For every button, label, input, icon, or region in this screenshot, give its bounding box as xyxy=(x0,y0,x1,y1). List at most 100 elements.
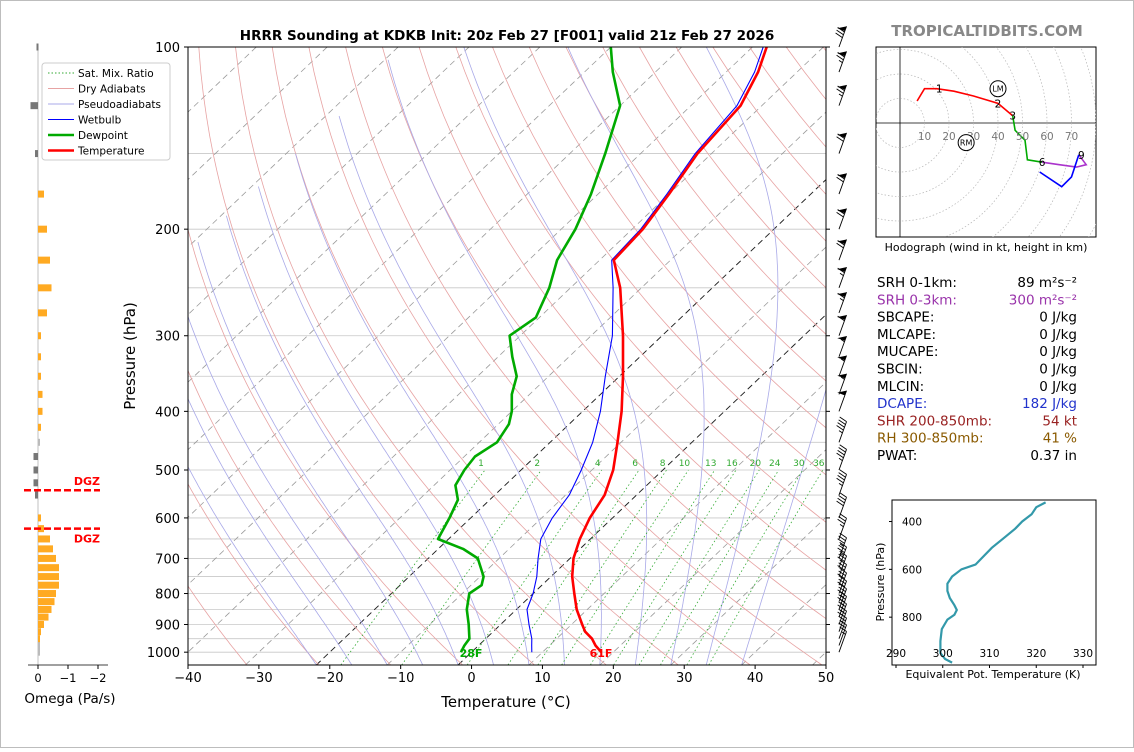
legend-label: Temperature xyxy=(77,146,145,158)
hodograph-ring-label: 60 xyxy=(1040,131,1053,143)
x-tick-label: 40 xyxy=(747,671,764,686)
hodograph-caption: Hodograph (wind in kt, height in km) xyxy=(885,241,1088,254)
omega-bar xyxy=(38,391,43,398)
theta-e-y-tick-label: 600 xyxy=(902,564,922,576)
mixing-ratio-label: 8 xyxy=(660,459,666,469)
omega-bar xyxy=(38,309,47,316)
theta-e-x-tick-label: 330 xyxy=(1073,648,1093,660)
site-watermark: TROPICALTIDBITS.COM xyxy=(891,22,1083,40)
mixing-ratio-label: 2 xyxy=(534,459,540,469)
surface-temperature-label: 61F xyxy=(590,647,613,660)
dgz-label: DGZ xyxy=(74,475,100,488)
index-value: 300 m²s⁻² xyxy=(1009,292,1077,308)
index-label: MLCAPE: xyxy=(877,327,936,343)
mixing-ratio-label: 36 xyxy=(813,459,825,469)
omega-bar xyxy=(38,573,59,580)
omega-bar xyxy=(38,545,53,552)
omega-bar xyxy=(38,439,40,446)
index-label: MLCIN: xyxy=(877,379,924,395)
theta-e-x-tick-label: 310 xyxy=(979,648,999,660)
y-tick-label: 800 xyxy=(155,588,180,603)
index-label: DCAPE: xyxy=(877,396,927,412)
hodograph-rm-label: RM xyxy=(960,139,973,148)
surface-dewpoint-label: 28F xyxy=(460,647,483,660)
index-label: SRH 0-3km: xyxy=(877,292,957,308)
mixing-ratio-label: 6 xyxy=(632,459,638,469)
index-value: 41 % xyxy=(1043,431,1077,447)
legend: Sat. Mix. Ratio Dry Adiabats Pseudoadiabat… xyxy=(42,63,170,160)
omega-bar xyxy=(38,535,50,542)
omega-bar xyxy=(34,453,39,460)
y-tick-label: 500 xyxy=(155,464,180,479)
hodograph-height-label: 2 xyxy=(995,98,1002,110)
x-tick-label: 50 xyxy=(818,671,835,686)
index-label: RH 300-850mb: xyxy=(877,431,984,447)
theta-e-x-tick-label: 300 xyxy=(933,648,953,660)
y-tick-label: 100 xyxy=(155,41,180,56)
theta-e-xlabel: Equivalent Pot. Temperature (K) xyxy=(905,668,1080,681)
hodograph-lm-label: LM xyxy=(992,85,1003,94)
mixing-ratio-label: 13 xyxy=(705,459,716,469)
index-value: 54 kt xyxy=(1042,413,1077,429)
omega-bar xyxy=(38,635,40,642)
index-value: 89 m²s⁻² xyxy=(1017,275,1077,291)
omega-bar xyxy=(38,332,41,339)
mixing-ratio-label: 20 xyxy=(750,459,762,469)
y-tick-label: 700 xyxy=(155,552,180,567)
omega-bar xyxy=(38,614,49,621)
theta-e-ylabel: Pressure (hPa) xyxy=(874,543,887,622)
y-tick-label: 1000 xyxy=(147,646,180,661)
hodograph-ring-label: 40 xyxy=(991,131,1004,143)
hodograph-ring-label: 70 xyxy=(1065,131,1078,143)
omega-bar xyxy=(38,621,44,628)
omega-bar xyxy=(38,373,41,380)
index-label: PWAT: xyxy=(877,448,917,464)
omega-tick-label: −2 xyxy=(90,671,107,685)
omega-bar xyxy=(31,102,39,109)
hodograph-ring-label: 10 xyxy=(918,131,931,143)
hodograph-height-label: 9 xyxy=(1078,150,1085,162)
mixing-ratio-label: 1 xyxy=(478,459,484,469)
theta-e-frame xyxy=(892,500,1096,665)
y-tick-label: 900 xyxy=(155,618,180,633)
omega-bar xyxy=(38,598,55,605)
omega-bar xyxy=(38,226,47,233)
omega-bar xyxy=(38,555,56,562)
omega-bar xyxy=(38,590,56,597)
omega-bar xyxy=(35,492,38,499)
x-tick-label: 10 xyxy=(534,671,551,686)
omega-bar xyxy=(37,44,39,51)
legend-label: Dry Adiabats xyxy=(78,84,146,96)
hodograph-height-label: 3 xyxy=(1009,111,1016,123)
y-tick-label: 300 xyxy=(155,330,180,345)
hodograph-height-label: 6 xyxy=(1039,157,1046,169)
x-tick-label: 20 xyxy=(605,671,622,686)
x-tick-label: 30 xyxy=(676,671,693,686)
omega-tick-label: −1 xyxy=(60,671,77,685)
mixing-ratio-label: 4 xyxy=(595,459,601,469)
index-value: 0 J/kg xyxy=(1039,327,1077,343)
legend-label: Sat. Mix. Ratio xyxy=(78,68,154,80)
theta-e-y-tick-label: 400 xyxy=(902,517,922,529)
legend-label: Pseudoadiabats xyxy=(78,99,161,111)
omega-bar xyxy=(34,479,39,486)
hodograph-height-label: 1 xyxy=(936,84,943,96)
legend-label: Wetbulb xyxy=(78,115,122,127)
index-value: 0 J/kg xyxy=(1039,379,1077,395)
omega-bar xyxy=(38,191,44,198)
mixing-ratio-label: 16 xyxy=(726,459,738,469)
omega-bar xyxy=(34,467,39,474)
hodograph-ring-label: 50 xyxy=(1016,131,1029,143)
y-tick-label: 400 xyxy=(155,405,180,420)
omega-bar xyxy=(38,564,59,571)
omega-xlabel: Omega (Pa/s) xyxy=(24,691,115,707)
omega-bar xyxy=(38,628,41,635)
index-value: 0 J/kg xyxy=(1039,310,1077,326)
index-label: SRH 0-1km: xyxy=(877,275,957,291)
x-tick-label: −10 xyxy=(387,671,414,686)
omega-tick-label: 0 xyxy=(34,671,41,685)
index-value: 0 J/kg xyxy=(1039,344,1077,360)
omega-bar xyxy=(35,150,38,157)
